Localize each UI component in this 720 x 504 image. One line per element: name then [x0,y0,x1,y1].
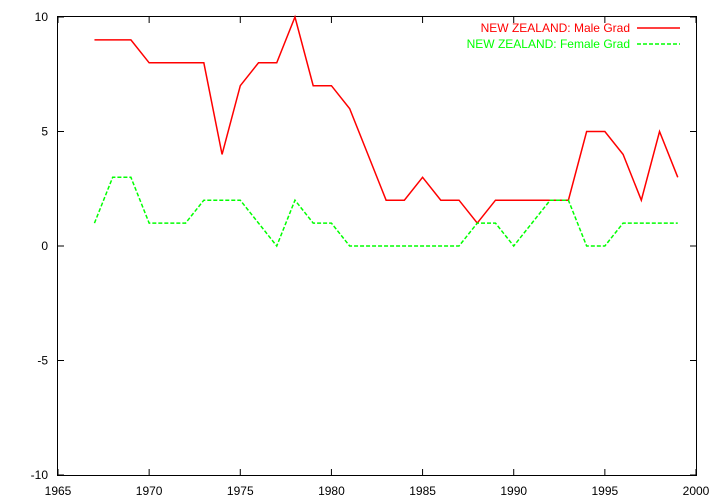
axis-ticks: 1965 1970 1975 1980 1985 1990 1995 2000 -10 -5 0 5 1… [31,10,710,498]
series-line-female-grad [93,176,678,248]
x-tick-label: 2000 [683,484,710,498]
y-tick-label: -5 [37,354,48,368]
x-tick-label: 1970 [136,484,163,498]
x-tick-label: 1985 [409,484,436,498]
y-tick-label: 0 [41,239,48,253]
legend-label: NEW ZEALAND: Male Grad [481,21,630,35]
y-tick-label: 10 [35,10,49,24]
x-tick-label: 1980 [318,484,345,498]
legend: NEW ZEALAND: Male Grad NEW ZEALAND: Femal… [467,21,680,51]
y-tick-label: 5 [41,125,48,139]
x-tick-label: 1990 [500,484,527,498]
y-tick-label: -10 [31,468,49,482]
plot-frame [57,16,697,476]
legend-label: NEW ZEALAND: Female Grad [467,37,630,51]
series-lines [93,14,679,248]
x-tick-label: 1975 [227,484,254,498]
x-tick-label: 1995 [592,484,619,498]
series-line-male-grad [94,14,679,225]
x-tick-label: 1965 [45,484,72,498]
